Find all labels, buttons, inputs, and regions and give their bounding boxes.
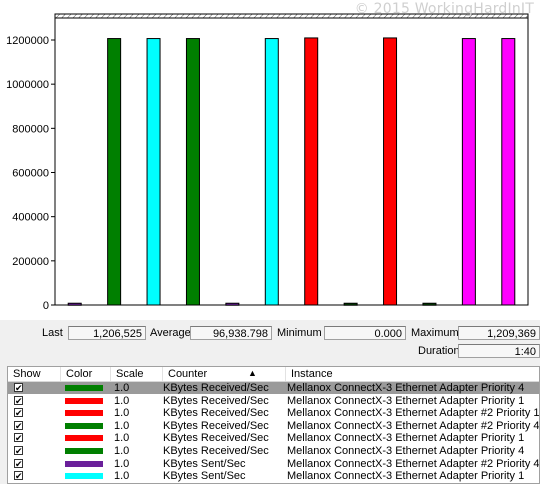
chart-bar [343,302,358,306]
y-tick-label: 0 [43,300,49,312]
scale-cell: 1.0 [114,394,130,407]
counter-cell: KBytes Sent/Sec [163,457,246,470]
average-value: 96,938.798 [190,326,272,340]
minimum-label: Minimum [277,327,322,339]
last-label: Last [42,327,63,339]
show-checkbox[interactable]: ✔ [14,395,23,406]
column-header-scale[interactable]: Scale [111,367,163,381]
show-checkbox[interactable]: ✔ [14,420,23,431]
plot-frame [54,13,529,306]
show-checkbox[interactable]: ✔ [14,458,23,469]
y-tick-label: 800000 [12,123,49,135]
table-row[interactable]: ✔ 1.0 KBytes Received/Sec Mellanox ConnectX… [8,445,539,457]
color-swatch [65,448,103,454]
scale-cell: 1.0 [114,445,130,457]
duration-value: 1:40 [458,344,540,358]
table-row[interactable]: ✔ 1.0 KBytes Received/Sec Mellanox ConnectX… [8,420,539,432]
chart-bar [264,38,279,306]
show-checkbox[interactable]: ✔ [14,446,23,456]
show-checkbox[interactable]: ✔ [14,408,23,419]
color-swatch [65,473,103,480]
average-label: Average [150,327,191,339]
chart-bar [304,37,319,306]
instance-cell: Mellanox ConnectX-3 Ethernet Adapter Pri… [287,445,525,457]
scale-cell: 1.0 [114,470,130,483]
column-header-counter[interactable]: Counter ▲ [163,367,286,381]
counter-cell: KBytes Received/Sec [163,382,269,394]
counter-cell: KBytes Received/Sec [163,445,269,457]
last-value: 1,206,525 [68,326,146,340]
column-header-counter-label: Counter [168,368,208,380]
instance-cell: Mellanox ConnectX-3 Ethernet Adapter Pri… [287,470,525,483]
table-row[interactable]: ✔ 1.0 KBytes Received/Sec Mellanox ConnectX… [8,395,539,407]
chart-bar [107,38,122,306]
scale-cell: 1.0 [114,382,130,394]
table-row[interactable]: ✔ 1.0 KBytes Received/Sec Mellanox ConnectX… [8,382,539,394]
scale-cell: 1.0 [114,419,130,432]
table-row[interactable]: ✔ 1.0 KBytes Received/Sec Mellanox ConnectX… [8,407,539,419]
minimum-value: 0.000 [324,326,406,340]
counter-legend-table: Show Color Scale Counter ▲ Instance ✔ 1.0… [7,366,540,484]
y-tick-label: 400000 [12,212,49,224]
sort-ascending-icon: ▲ [248,368,257,378]
column-header-color[interactable]: Color [61,367,111,381]
color-swatch [65,385,103,391]
chart-bar [383,37,398,306]
color-swatch [65,435,103,442]
counter-cell: KBytes Received/Sec [163,419,269,432]
show-checkbox[interactable]: ✔ [14,471,23,482]
statistics-bar: Last 1,206,525 Average 96,938.798 Minimu… [0,320,540,362]
show-checkbox[interactable]: ✔ [14,433,23,444]
chart-bar [146,38,161,306]
column-header-instance[interactable]: Instance [291,368,333,380]
instance-cell: Mellanox ConnectX-3 Ethernet Adapter Pri… [287,394,525,407]
counter-cell: KBytes Received/Sec [163,432,269,445]
scale-cell: 1.0 [114,407,130,420]
chart-bar [185,38,200,306]
maximum-label: Maximum [411,327,459,339]
chart-bar [501,38,516,306]
plot-top-hatch [54,13,529,19]
table-row[interactable]: ✔ 1.0 KBytes Received/Sec Mellanox ConnectX… [8,432,539,444]
chart-bar [461,38,476,306]
column-header-show[interactable]: Show [8,367,61,381]
instance-cell: Mellanox ConnectX-3 Ethernet Adapter Pri… [287,432,525,445]
table-header: Show Color Scale Counter ▲ Instance [8,367,539,382]
instance-cell: Mellanox ConnectX-3 Ethernet Adapter #2 … [287,407,540,420]
instance-cell: Mellanox ConnectX-3 Ethernet Adapter #2 … [287,419,540,432]
counter-cell: KBytes Received/Sec [163,407,269,420]
counter-cell: KBytes Received/Sec [163,394,269,407]
table-row[interactable]: ✔ 1.0 KBytes Sent/Sec Mellanox ConnectX-3 E… [8,458,539,470]
y-tick-label: 600000 [12,168,49,180]
table-row[interactable]: ✔ 1.0 KBytes Sent/Sec Mellanox ConnectX-3 E… [8,470,539,482]
color-swatch [65,422,103,429]
chart-bar [422,302,437,306]
chart-bar [67,302,82,306]
show-checkbox[interactable]: ✔ [14,383,23,393]
instance-cell: Mellanox ConnectX-3 Ethernet Adapter #2 … [287,457,540,470]
y-tick-label: 200000 [12,256,49,268]
duration-label: Duration [418,345,460,357]
counter-cell: KBytes Sent/Sec [163,470,246,483]
color-swatch [65,460,103,467]
scale-cell: 1.0 [114,457,130,470]
maximum-value: 1,209,369 [458,326,540,340]
color-swatch [65,410,103,417]
y-tick-label: 1200000 [6,35,49,47]
histogram-chart: 0 200000 400000 600000 800000 1000000 1200000 [6,13,529,312]
instance-cell: Mellanox ConnectX-3 Ethernet Adapter Pri… [287,382,525,394]
color-swatch [65,397,103,404]
watermark: © 2015 WorkingHardInIT [354,1,534,17]
chart-bar [225,302,240,306]
histogram-chart-panel: 0 200000 400000 600000 800000 1000000 1200000 … [0,0,540,320]
scale-cell: 1.0 [114,432,130,445]
y-tick-label: 1000000 [6,79,49,91]
